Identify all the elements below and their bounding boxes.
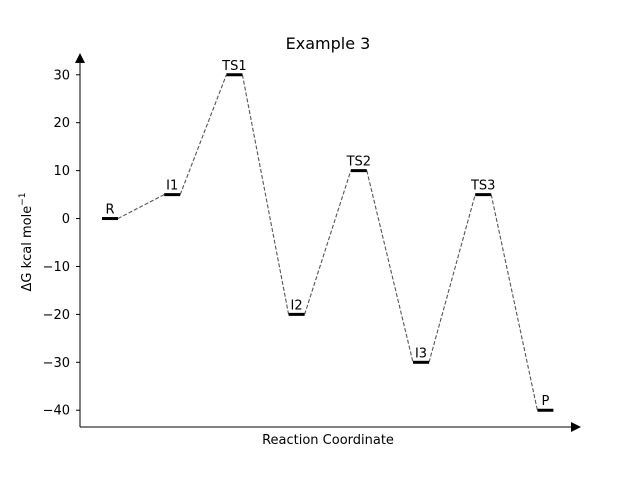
state-label-ts2: TS2 — [346, 155, 371, 170]
connector-lines — [117, 74, 538, 411]
connector-line — [366, 170, 414, 363]
x-axis-label: Reaction Coordinate — [262, 433, 394, 448]
y-tick-label: −40 — [43, 404, 70, 419]
state-label-r: R — [105, 203, 114, 218]
energy-levels — [102, 73, 554, 412]
state-labels: R I1 TS1 I2 TS2 I3 TS3 P — [105, 59, 549, 409]
y-axis-label-superscript: −1 — [18, 193, 28, 206]
y-tick-label: −20 — [43, 308, 70, 323]
y-tick-label: 20 — [53, 116, 70, 131]
connector-line — [304, 170, 352, 315]
state-label-i1: I1 — [166, 179, 178, 194]
y-axis-label: ΔG kcal mole−1 — [18, 193, 35, 292]
y-axis-label-text: ΔG kcal mole — [20, 206, 35, 292]
x-axis-arrow — [571, 422, 581, 432]
state-label-ts3: TS3 — [470, 179, 495, 194]
y-tick-label: 30 — [53, 68, 70, 83]
connector-line — [428, 194, 476, 363]
state-label-i3: I3 — [415, 346, 427, 361]
y-axis-arrow — [75, 53, 85, 63]
state-label-i2: I2 — [291, 298, 303, 313]
y-tick-label: 10 — [53, 164, 70, 179]
connector-line — [179, 74, 227, 195]
chart-title: Example 3 — [286, 34, 371, 53]
connector-line — [241, 74, 290, 315]
y-ticks: 30 20 10 0 −10 −20 −30 −40 — [43, 68, 80, 419]
y-tick-label: −30 — [43, 356, 70, 371]
y-tick-label: −10 — [43, 260, 70, 275]
state-label-p: P — [541, 394, 549, 409]
state-label-ts1: TS1 — [221, 59, 246, 74]
connector-line — [117, 194, 165, 220]
y-tick-label: 0 — [62, 212, 70, 227]
connector-line — [490, 194, 538, 411]
